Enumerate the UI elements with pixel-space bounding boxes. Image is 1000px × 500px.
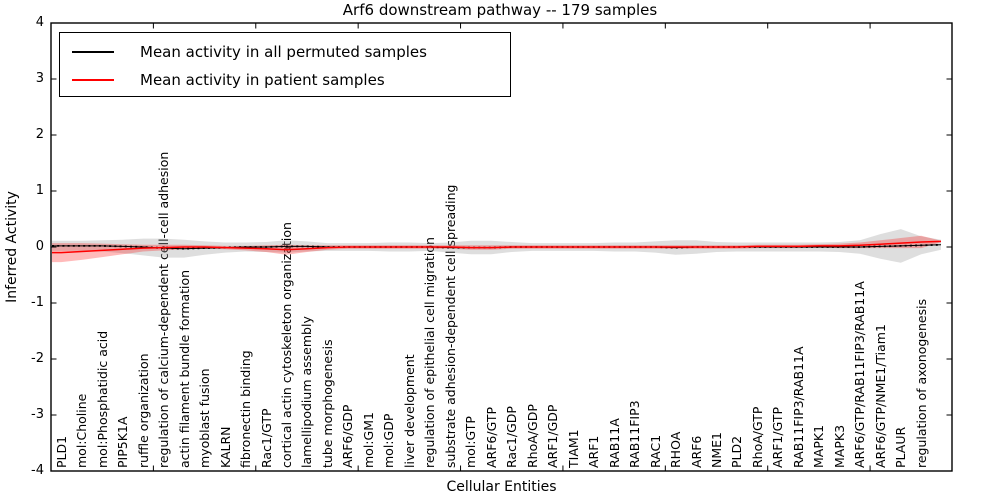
y-tick-label: -1 — [31, 295, 44, 310]
y-tick-label: -2 — [31, 351, 44, 366]
y-tick-label: -4 — [31, 463, 44, 478]
legend-label-patient: Mean activity in patient samples — [140, 71, 385, 89]
plot-border — [50, 22, 953, 472]
y-tick-label: 1 — [35, 183, 44, 198]
patient-line-sample — [72, 79, 114, 81]
legend: Mean activity in all permuted samples Me… — [59, 32, 511, 97]
x-axis-label: Cellular Entities — [446, 479, 557, 495]
y-tick-label: 3 — [35, 71, 44, 86]
y-tick-label: 2 — [35, 127, 44, 142]
legend-entry-patient: Mean activity in patient samples — [60, 69, 385, 91]
permuted-line-sample — [72, 51, 114, 53]
patient-std-band — [52, 235, 941, 263]
axis-ticks — [51, 22, 952, 472]
legend-label-permuted: Mean activity in all permuted samples — [140, 43, 427, 61]
y-tick-label: -3 — [31, 407, 44, 422]
patient-mean-line — [52, 240, 942, 254]
y-tick-label: 0 — [35, 239, 44, 254]
y-tick-label: 4 — [35, 15, 44, 30]
permuted-std-band — [52, 229, 941, 263]
chart-title: Arf6 downstream pathway -- 179 samples — [342, 1, 658, 19]
legend-entry-permuted: Mean activity in all permuted samples — [60, 41, 427, 63]
